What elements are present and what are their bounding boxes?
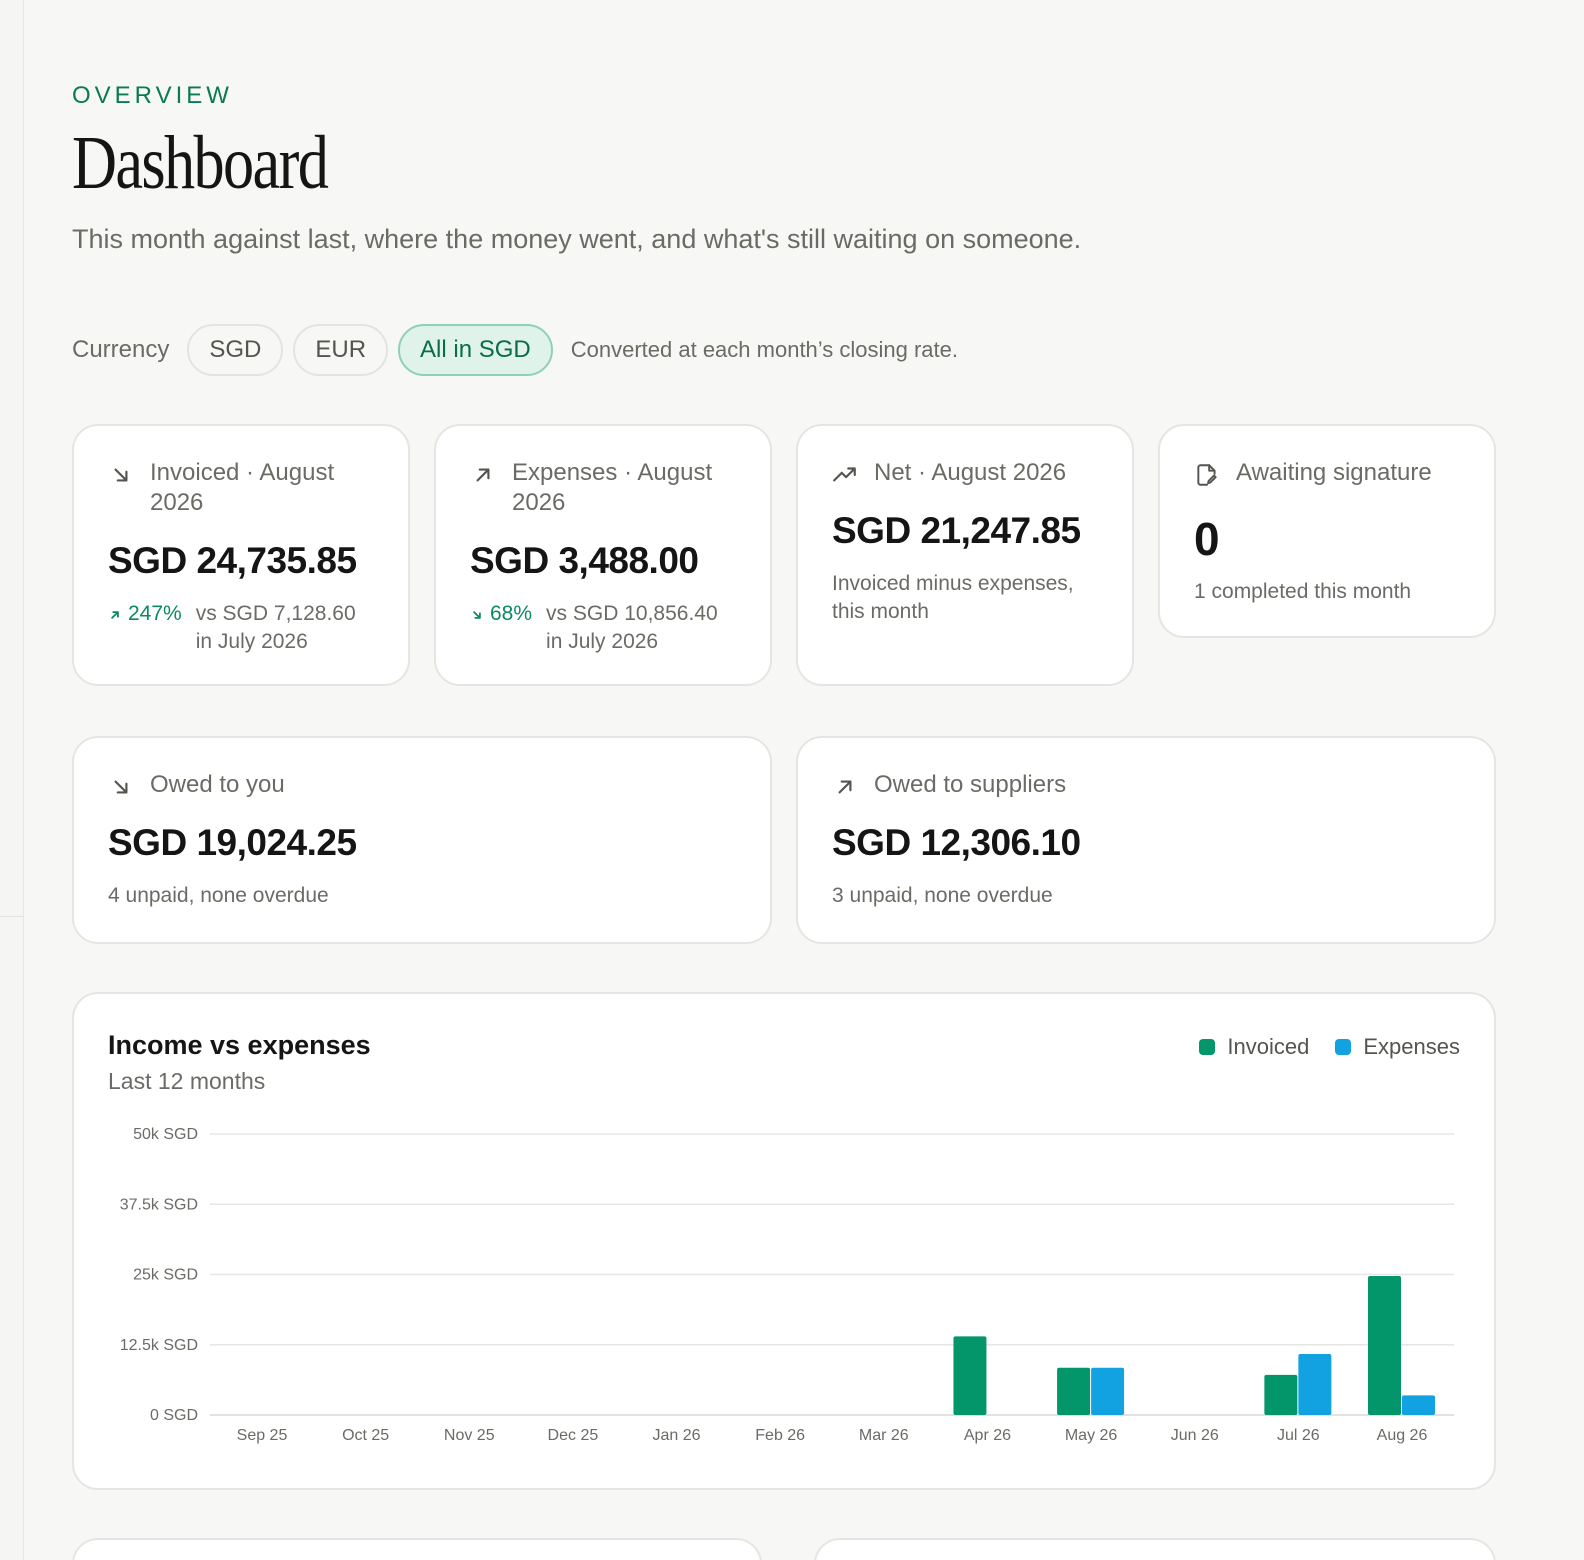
invoiced-label-line1: Invoiced · August: [150, 459, 335, 486]
invoiced-card[interactable]: Invoiced · August 2026 SGD 24,735.85 247…: [72, 424, 410, 686]
currency-option-all-in-sgd[interactable]: All in SGD: [398, 324, 553, 376]
expenses-delta-line1: vs SGD 10,856.40: [546, 602, 718, 625]
arrow-up-right-icon: [476, 468, 490, 482]
x-tick-label: Apr 26: [964, 1427, 1011, 1444]
x-tick-label: Feb 26: [755, 1427, 805, 1444]
invoiced-delta-line2: in July 2026: [195, 630, 308, 653]
x-tick-label: Jan 26: [653, 1427, 701, 1444]
owed-to-you-sub: 4 unpaid, none overdue: [108, 884, 329, 907]
awaiting-signature-card[interactable]: Awaiting signature 0 1 completed this mo…: [1158, 424, 1496, 638]
x-tick-label: Jul 26: [1277, 1427, 1320, 1444]
x-tick-label: Dec 25: [548, 1427, 599, 1444]
invoiced-delta-pct: 247%: [108, 600, 182, 656]
invoiced-delta-value: 247%: [128, 602, 182, 625]
legend-swatch-expenses: [1335, 1039, 1352, 1055]
legend-label-expenses: Expenses: [1363, 1034, 1460, 1059]
expenses-label: Expenses · August 2026: [512, 458, 712, 518]
owed-to-you-card[interactable]: Owed to you SGD 19,024.25 4 unpaid, none…: [72, 736, 772, 944]
page-title: Dashboard: [72, 121, 329, 205]
page-subtitle: This month against last, where the money…: [72, 224, 1082, 254]
awaiting-sub: 1 completed this month: [1194, 580, 1412, 603]
x-tick-label: May 26: [1065, 1427, 1118, 1444]
x-tick-label: Sep 25: [237, 1427, 288, 1444]
income-expenses-chart: 0 SGD 12.5k SGD 25k SGD 37.5k SGD 50k SGD Sep…: [120, 1126, 1454, 1444]
legend-item-expenses: Expenses: [1335, 1034, 1460, 1060]
owed-to-you-value: SGD 19,024.25: [108, 822, 357, 863]
invoiced-value: SGD 24,735.85: [108, 540, 357, 581]
invoiced-label: Invoiced · August 2026: [150, 458, 334, 518]
arrow-down-right-icon: [114, 468, 128, 482]
bar-expenses-aug-26[interactable]: [1402, 1395, 1435, 1415]
expenses-delta-line2: in July 2026: [546, 630, 659, 653]
expenses-delta-pct: 68%: [470, 600, 532, 656]
currency-note: Converted at each month’s closing rate.: [570, 337, 959, 362]
x-tick-label: Oct 25: [342, 1427, 389, 1444]
y-tick-label: 37.5k SGD: [120, 1196, 198, 1213]
chart-title: Income vs expenses: [108, 1030, 371, 1060]
currency-option-eur[interactable]: EUR: [293, 324, 389, 376]
legend-item-invoiced: Invoiced: [1199, 1034, 1309, 1060]
awaiting-value: 0: [1194, 513, 1220, 565]
income-vs-expenses-card: Income vs expenses Last 12 months Invoic…: [72, 992, 1496, 1490]
arrow-up-right-icon: [838, 780, 852, 794]
y-tick-label: 0 SGD: [150, 1407, 198, 1424]
net-value: SGD 21,247.85: [832, 510, 1081, 551]
bar-invoiced-may-26[interactable]: [1057, 1367, 1091, 1415]
currency-label: Currency: [72, 336, 170, 363]
x-tick-label: Jun 26: [1171, 1427, 1219, 1444]
y-tick-label: 25k SGD: [133, 1267, 198, 1284]
bar-expenses-jul-26[interactable]: [1298, 1353, 1332, 1415]
expenses-delta-value: 68%: [490, 602, 533, 625]
net-card[interactable]: Net · August 2026 SGD 21,247.85 Invoiced…: [796, 424, 1134, 686]
signature-document-icon: [1197, 464, 1217, 486]
lower-left-card: [72, 1538, 762, 1560]
sidebar-rail: [0, 0, 24, 1560]
net-sub: Invoiced minus expenses, this month: [832, 570, 1074, 626]
arrow-up-right-icon: [111, 611, 119, 619]
expenses-value: SGD 3,488.00: [470, 540, 699, 581]
chart-legend: Invoiced Expenses: [1199, 1034, 1460, 1060]
chart-subtitle: Last 12 months: [108, 1068, 266, 1094]
expenses-delta: 68% vs SGD 10,856.40 in July 2026: [470, 600, 718, 656]
expenses-card[interactable]: Expenses · August 2026 SGD 3,488.00 68% …: [434, 424, 772, 686]
arrow-down-right-icon: [473, 611, 481, 619]
expenses-label-line2: 2026: [512, 489, 566, 516]
currency-option-sgd[interactable]: SGD: [187, 324, 284, 376]
y-tick-label: 50k SGD: [133, 1126, 198, 1143]
net-sub-line2: this month: [832, 600, 929, 623]
awaiting-label: Awaiting signature: [1236, 459, 1432, 486]
y-tick-label: 12.5k SGD: [120, 1337, 198, 1354]
bar-expenses-may-26[interactable]: [1091, 1367, 1125, 1415]
x-tick-label: Mar 26: [859, 1427, 909, 1444]
trending-up-icon: [833, 467, 856, 482]
invoiced-delta: 247% vs SGD 7,128.60 in July 2026: [108, 600, 356, 656]
owed-to-suppliers-value: SGD 12,306.10: [832, 822, 1081, 863]
bar-invoiced-apr-26[interactable]: [953, 1336, 987, 1415]
legend-label-invoiced: Invoiced: [1227, 1034, 1310, 1059]
lower-right-card: [814, 1538, 1496, 1560]
net-sub-line1: Invoiced minus expenses,: [832, 572, 1074, 595]
invoiced-label-line2: 2026: [150, 489, 204, 516]
expenses-label-line1: Expenses · August: [512, 459, 713, 486]
invoiced-delta-line1: vs SGD 7,128.60: [195, 602, 356, 625]
currency-selector: Currency SGD EUR All in SGD Converted at…: [72, 324, 958, 376]
owed-to-suppliers-card[interactable]: Owed to suppliers SGD 12,306.10 3 unpaid…: [796, 736, 1496, 944]
x-tick-label: Nov 25: [444, 1427, 495, 1444]
arrow-down-right-icon: [114, 780, 128, 794]
invoiced-delta-text: vs SGD 7,128.60 in July 2026: [196, 600, 356, 656]
owed-to-you-label: Owed to you: [150, 771, 285, 798]
net-label: Net · August 2026: [874, 459, 1067, 486]
bar-invoiced-jul-26[interactable]: [1264, 1374, 1298, 1415]
owed-to-suppliers-label: Owed to suppliers: [874, 771, 1067, 798]
x-tick-label: Aug 26: [1377, 1427, 1428, 1444]
owed-to-suppliers-sub: 3 unpaid, none overdue: [832, 884, 1053, 907]
page-eyebrow: OVERVIEW: [72, 82, 233, 109]
sidebar-divider: [0, 916, 23, 917]
bar-invoiced-aug-26[interactable]: [1368, 1275, 1401, 1415]
legend-swatch-invoiced: [1199, 1039, 1216, 1055]
expenses-delta-text: vs SGD 10,856.40 in July 2026: [546, 600, 718, 656]
